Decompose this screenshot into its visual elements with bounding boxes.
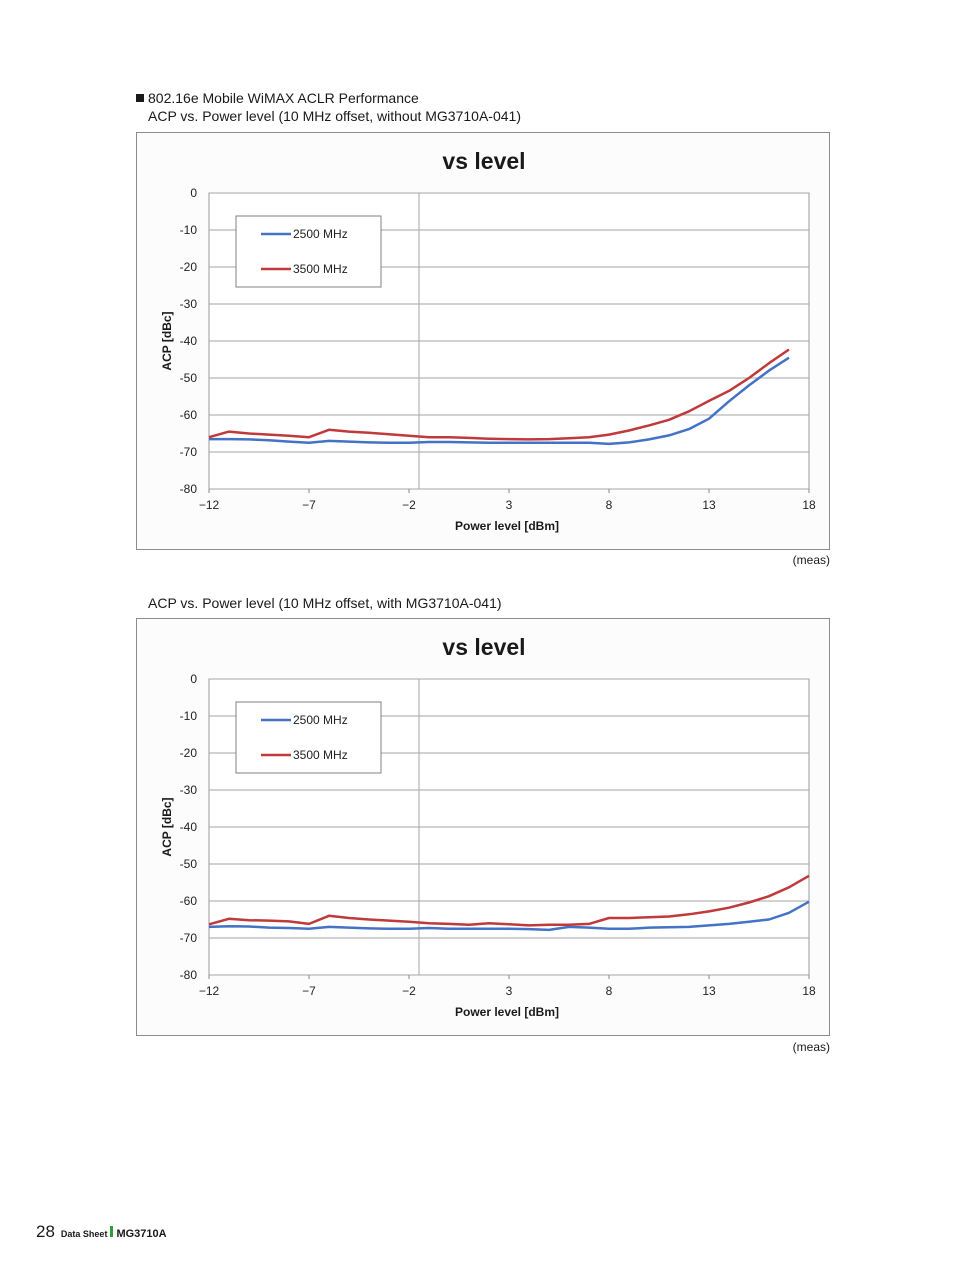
y-tick-label: -70	[180, 931, 198, 945]
y-tick-label: -40	[180, 334, 198, 348]
legend-label: 3500 MHz	[293, 748, 348, 762]
series-line-3500-mhz	[208, 874, 810, 927]
figure-2-subtitle: ACP vs. Power level (10 MHz offset, with…	[148, 595, 502, 611]
chart-1: 0 -10 -20 -30 -40 -50 -60 -70 -80−12 −7 −2 3 8 13 18 vs…	[160, 148, 816, 533]
x-tick-label: 13	[702, 984, 716, 998]
chart-title: vs level	[442, 634, 525, 660]
x-tick-label: 13	[702, 498, 716, 512]
chart-1-panel: 0 -10 -20 -30 -40 -50 -60 -70 -80 −12 −7 −2 3 8 13 18 vs…	[136, 132, 830, 550]
y-tick-label: 0	[190, 186, 197, 200]
figure-1-subtitle: ACP vs. Power level (10 MHz offset, with…	[148, 108, 521, 124]
y-tick-label: -10	[180, 709, 198, 723]
y-axis-title: ACP [dBc]	[160, 311, 174, 370]
x-tick-label: 8	[606, 498, 613, 512]
series-line-2500-mhz	[209, 356, 790, 446]
x-tick-label: −7	[302, 984, 316, 998]
y-tick-label: -60	[180, 894, 198, 908]
figure-1-note: (meas)	[792, 553, 830, 567]
figure-2-note: (meas)	[792, 1040, 830, 1054]
series-line-2500-mhz	[208, 900, 810, 932]
chart-2-panel: 0 -10 -20 -30 -40 -50 -60 -70 -80 −12 −7 −2 3 8 13 18 vs…	[136, 618, 830, 1036]
x-tick-label: −2	[402, 498, 416, 512]
y-tick-label: -80	[180, 968, 198, 982]
x-tick-label: −12	[199, 498, 220, 512]
legend-box	[235, 215, 382, 288]
y-tick-label: -70	[180, 445, 198, 459]
x-axis-title: Power level [dBm]	[455, 519, 559, 533]
chart-2: 0 -10 -20 -30 -40 -50 -60 -70 -80−12 −7 −2 3 8 13 18 vs…	[160, 634, 816, 1019]
y-tick-label: -20	[180, 746, 198, 760]
legend-label: 2500 MHz	[293, 227, 348, 241]
y-tick-label: -50	[180, 371, 198, 385]
doc-type: Data Sheet	[60, 1229, 108, 1239]
y-tick-label: -10	[180, 223, 198, 237]
y-tick-label: 0	[190, 672, 197, 686]
y-tick-label: -20	[180, 260, 198, 274]
y-tick-label: -30	[180, 783, 198, 797]
y-tick-label: -50	[180, 857, 198, 871]
y-axis-title: ACP [dBc]	[160, 797, 174, 856]
square-bullet-icon	[136, 94, 144, 102]
chart-title: vs level	[442, 148, 525, 174]
green-bar-icon	[110, 1226, 114, 1237]
model-name: MG3710A	[116, 1228, 167, 1240]
x-tick-label: 3	[506, 498, 513, 512]
x-tick-label: 3	[506, 984, 513, 998]
x-tick-label: −12	[199, 984, 220, 998]
y-tick-label: -60	[180, 408, 198, 422]
page-footer: 28 Data Sheet MG3710A	[36, 1222, 167, 1242]
x-tick-label: 18	[802, 984, 816, 998]
page-number: 28	[36, 1222, 55, 1241]
y-tick-label: -30	[180, 297, 198, 311]
y-tick-label: -80	[180, 482, 198, 496]
legend-label: 2500 MHz	[293, 713, 348, 727]
y-tick-label: -40	[180, 820, 198, 834]
legend-box	[235, 701, 382, 774]
legend-label: 3500 MHz	[293, 262, 348, 276]
x-tick-label: 18	[802, 498, 816, 512]
x-tick-label: −7	[302, 498, 316, 512]
series-line-3500-mhz	[208, 348, 790, 441]
x-tick-label: 8	[606, 984, 613, 998]
x-tick-label: −2	[402, 984, 416, 998]
section-heading: 802.16e Mobile WiMAX ACLR Performance	[136, 89, 419, 107]
x-axis-title: Power level [dBm]	[455, 1005, 559, 1019]
section-title: 802.16e Mobile WiMAX ACLR Performance	[148, 90, 419, 106]
